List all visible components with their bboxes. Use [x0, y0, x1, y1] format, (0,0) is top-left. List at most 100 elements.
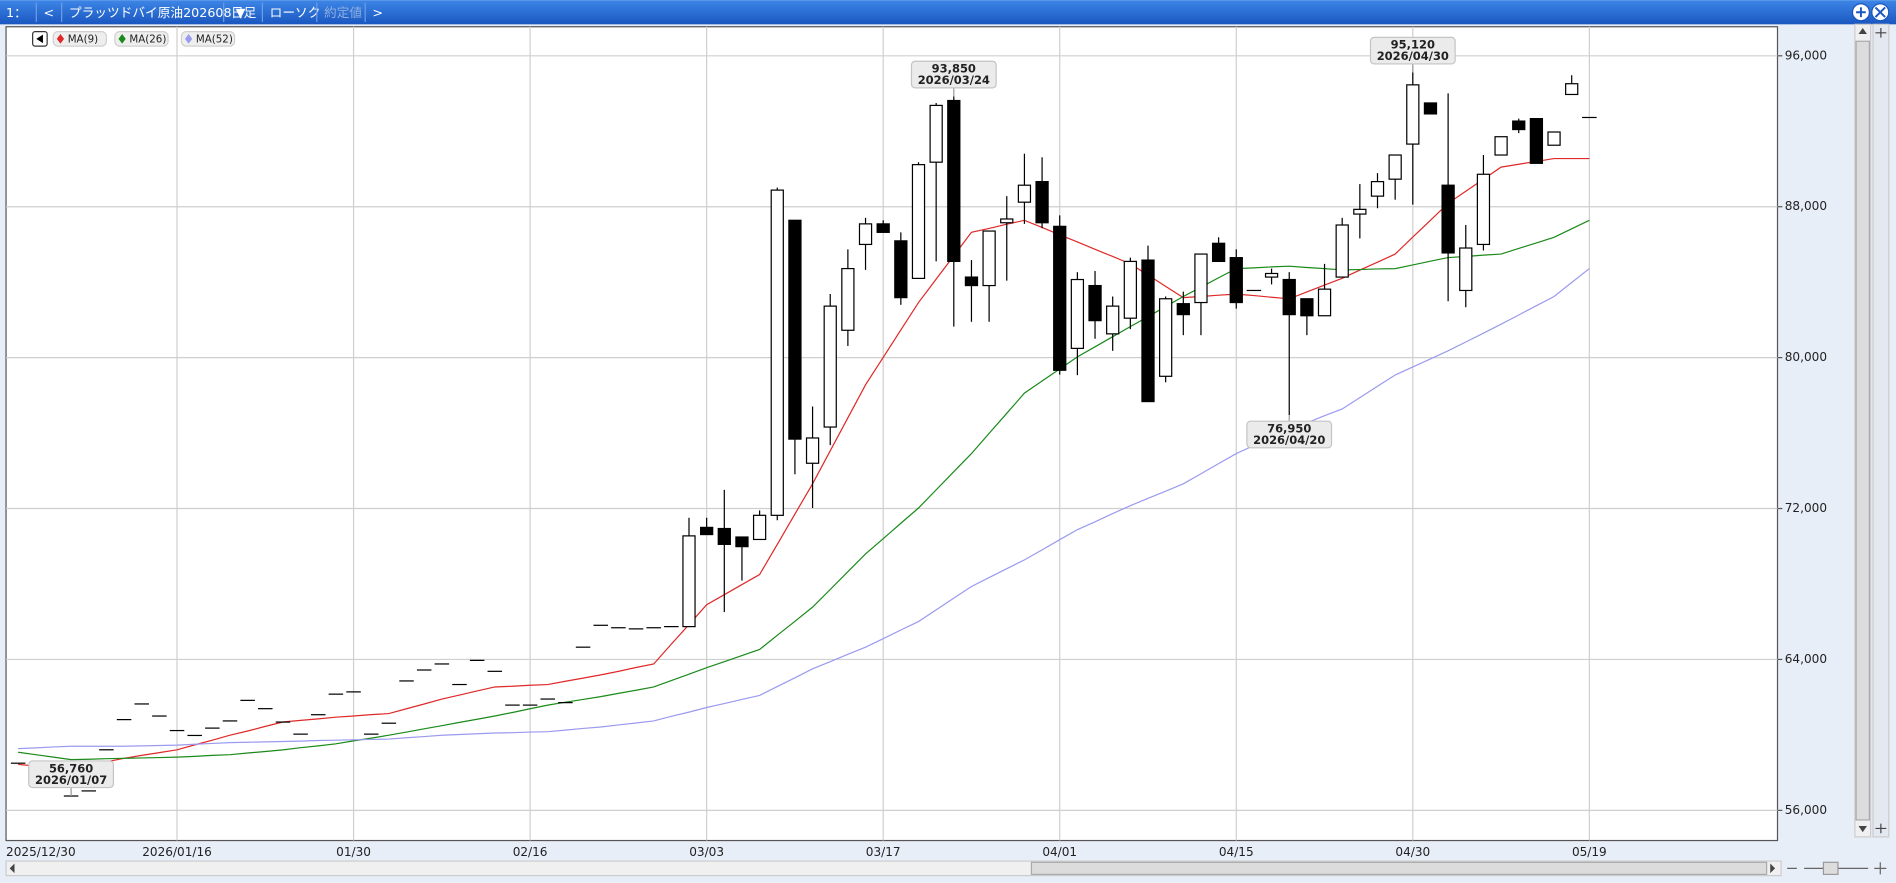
- x-tick-label: 03/17: [866, 845, 901, 859]
- legend-marker: [185, 34, 193, 44]
- legend-toggle-icon: [36, 34, 43, 44]
- candle-body: [788, 219, 802, 440]
- toolbar-item[interactable]: 約定値: [324, 5, 362, 20]
- candle-body: [1459, 247, 1473, 292]
- annotation-value: 76,950: [1267, 422, 1311, 436]
- candle-body: [1441, 184, 1455, 254]
- annotation-box: [1369, 36, 1456, 65]
- candle-body: [1406, 84, 1420, 145]
- candle-body: [1106, 305, 1120, 335]
- candle-body: [1229, 257, 1243, 304]
- plot-area: [5, 26, 1779, 842]
- x-tick-label: 04/01: [1042, 845, 1077, 859]
- candle-body: [1264, 272, 1279, 278]
- annotation-box: [910, 60, 997, 89]
- candle-body: [1141, 259, 1155, 403]
- candle-body: [1476, 173, 1491, 246]
- x-tick-label: 04/30: [1395, 845, 1430, 859]
- annotation-date: 2026/03/24: [918, 73, 990, 87]
- candle-body: [1353, 208, 1367, 215]
- x-tick-label: 02/16: [513, 845, 548, 859]
- candle-body: [1123, 260, 1137, 319]
- candle-body: [1070, 278, 1085, 349]
- candle-body: [1282, 278, 1296, 316]
- candle-body: [699, 526, 714, 536]
- toolbar-item[interactable]: >: [372, 5, 383, 20]
- annotation-value: 93,850: [932, 62, 976, 76]
- ma-line: [18, 268, 1590, 750]
- y-tick-label: 80,000: [1785, 350, 1827, 364]
- ma-line: [18, 157, 1590, 770]
- y-tick-label: 64,000: [1785, 652, 1827, 666]
- h-zoom-thumb[interactable]: [1822, 861, 1839, 875]
- candle-body: [964, 276, 979, 287]
- candle-body: [717, 527, 731, 545]
- h-scroll-thumb[interactable]: [1030, 861, 1768, 875]
- close-icon: [1874, 6, 1886, 18]
- legend-marker: [118, 34, 126, 44]
- zoom-buttons[interactable]: [1875, 27, 1887, 834]
- toolbar-item[interactable]: プラッツドバイ原油202608 ▼: [69, 5, 246, 20]
- x-tick-label: 04/15: [1219, 845, 1254, 859]
- candle-body: [1176, 303, 1190, 316]
- pin-icon: [1856, 7, 1866, 18]
- x-tick-label: 2026/01/16: [142, 845, 212, 859]
- y-tick-label: 96,000: [1785, 48, 1827, 62]
- annotation-value: 95,120: [1391, 38, 1435, 52]
- candle-body: [1423, 102, 1438, 115]
- toolbar-item[interactable]: 日足: [231, 5, 257, 20]
- candle-body: [858, 223, 873, 246]
- annotation-value: 56,760: [49, 761, 93, 775]
- y-tick-label: 88,000: [1785, 199, 1827, 213]
- annotation-box: [1246, 420, 1333, 449]
- v-scroll-thumb[interactable]: [1855, 40, 1871, 821]
- candle-body: [1159, 298, 1173, 377]
- candle-body: [1388, 154, 1402, 180]
- candle-body: [682, 535, 696, 628]
- legend-label: MA(9): [68, 33, 98, 45]
- legend-marker: [56, 34, 65, 44]
- y-tick-label: 72,000: [1785, 501, 1827, 515]
- candle-body: [1335, 224, 1349, 278]
- candle-body: [1053, 225, 1067, 371]
- x-tick-label: 2025/12/30: [6, 845, 76, 859]
- y-tick-label: 56,000: [1785, 803, 1827, 817]
- candle-body: [947, 99, 961, 263]
- candle-body: [752, 514, 767, 541]
- annotation-date: 2026/04/30: [1377, 49, 1449, 63]
- candle-body: [894, 240, 908, 299]
- x-tick-label: 05/19: [1572, 845, 1607, 859]
- x-tick-label: 03/03: [689, 845, 724, 859]
- toolbar-item[interactable]: <: [44, 5, 55, 20]
- legend-item-bg: [180, 30, 236, 47]
- candle-body: [876, 223, 890, 233]
- h-zoom-slider[interactable]: [1787, 862, 1887, 875]
- candle-body: [1035, 181, 1049, 224]
- candle-body: [770, 189, 784, 516]
- candle-body: [841, 267, 855, 331]
- candle-body: [911, 164, 926, 279]
- x-tick-label: 01/30: [336, 845, 371, 859]
- annotation-box: [28, 760, 115, 789]
- toolbar-item[interactable]: 1：: [6, 5, 27, 20]
- candle-body: [1194, 253, 1208, 304]
- candle-body: [1211, 242, 1226, 263]
- candle-body: [1317, 288, 1332, 317]
- toolbar-item[interactable]: ローソク: [270, 5, 321, 20]
- candle-body: [805, 437, 820, 464]
- candle-body: [1494, 136, 1508, 156]
- candle-body: [1088, 284, 1102, 322]
- toolbar: [0, 0, 1896, 25]
- legend-label: MA(26): [129, 33, 166, 45]
- legend-item-bg: [52, 30, 108, 47]
- candle-body: [1529, 118, 1544, 164]
- candle-body: [1565, 83, 1579, 96]
- legend-label: MA(52): [196, 33, 233, 45]
- zoom-column: [1872, 23, 1890, 838]
- legend-item-bg: [114, 30, 169, 47]
- candle-body: [929, 104, 943, 163]
- annotation-date: 2026/04/20: [1253, 433, 1325, 447]
- candle-body: [735, 536, 749, 548]
- candle-body: [1000, 218, 1014, 224]
